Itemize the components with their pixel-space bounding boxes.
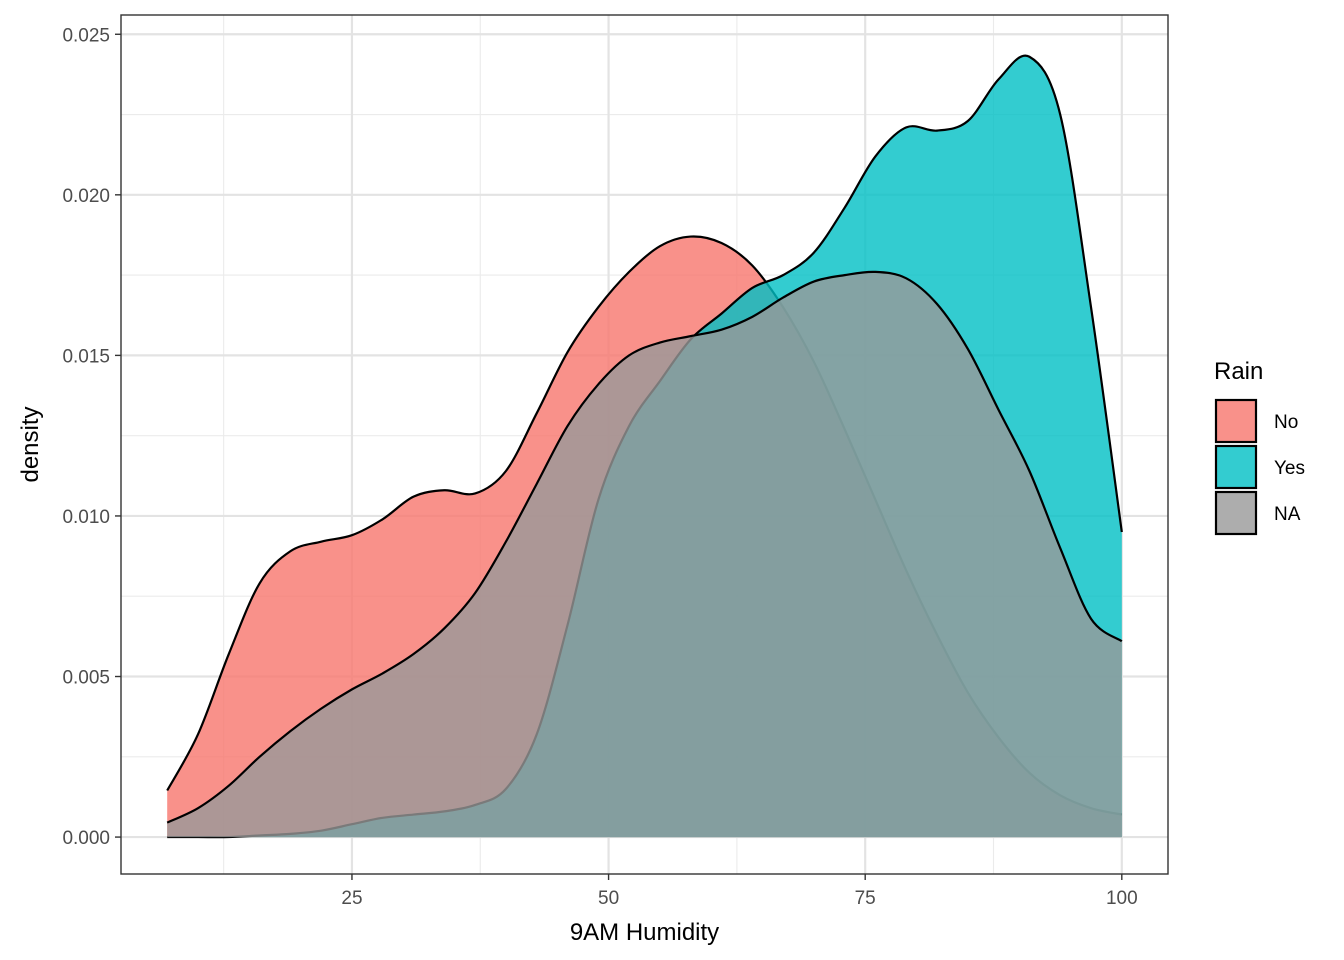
y-tick-label: 0.010 — [62, 507, 110, 528]
legend-key-no — [1214, 398, 1258, 444]
x-tick-label: 25 — [341, 888, 362, 909]
plot-panel-border — [120, 14, 1169, 875]
x-tick-label: 50 — [598, 888, 619, 909]
density-areas — [166, 54, 1123, 839]
legend-label-na: NA — [1274, 504, 1301, 525]
y-tick-label: 0.005 — [62, 668, 110, 689]
legend-key-na — [1214, 490, 1258, 536]
y-axis-title: density — [17, 406, 44, 482]
x-tick-label: 75 — [855, 888, 876, 909]
y-tick-label: 0.000 — [62, 828, 110, 849]
x-axis: 25 50 75 100 — [341, 874, 1138, 909]
density-area-na — [167, 271, 1122, 838]
y-tick-label: 0.015 — [62, 346, 110, 367]
y-axis: 0.000 0.005 0.010 0.015 0.020 0.025 — [62, 25, 121, 849]
y-tick-label: 0.025 — [62, 25, 110, 46]
y-tick-label: 0.020 — [62, 186, 110, 207]
x-tick-label: 100 — [1106, 888, 1138, 909]
legend-title: Rain — [1214, 358, 1263, 385]
legend-key-yes — [1214, 444, 1258, 490]
density-line-na — [166, 270, 1123, 824]
legend: Rain No Yes NA — [1214, 358, 1305, 536]
legend-label-no: No — [1274, 412, 1298, 433]
legend-label-yes: Yes — [1274, 458, 1305, 479]
x-axis-title: 9AM Humidity — [570, 919, 719, 946]
